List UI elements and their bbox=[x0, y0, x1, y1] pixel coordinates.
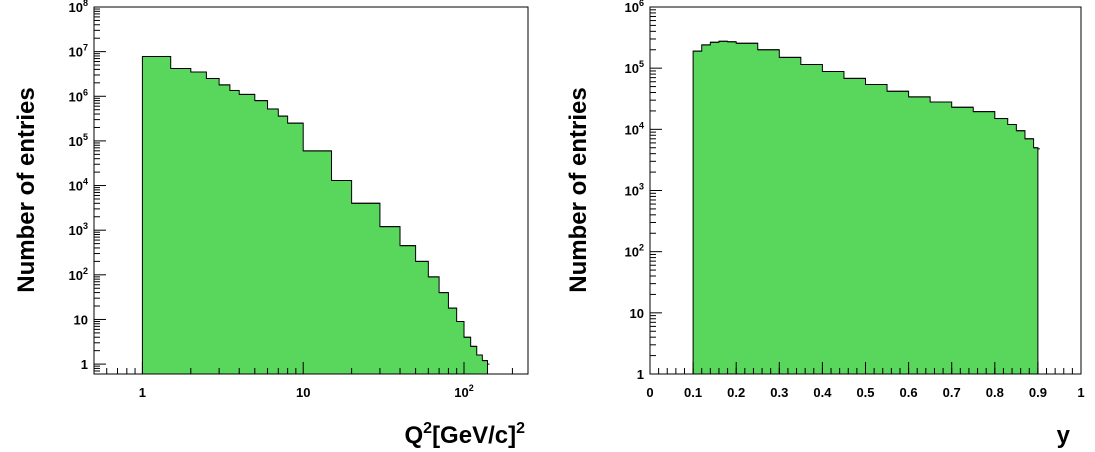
y-tick-label: 102 bbox=[625, 243, 644, 260]
y-tick-label: 104 bbox=[625, 120, 644, 137]
y-tick-label: 106 bbox=[69, 87, 88, 104]
x-tick-label: 0.2 bbox=[727, 385, 745, 400]
x-tick-label: 0.7 bbox=[943, 385, 961, 400]
x-tick-label: 0.5 bbox=[856, 385, 874, 400]
right-chart-y: 1 10 102 103 104 105 106 0 0.1 0.2 0.3 0.4 0.5 0.6 0.7… bbox=[565, 0, 1085, 449]
x-tick-label: 0.8 bbox=[986, 385, 1004, 400]
x-tick-label: 0.9 bbox=[1029, 385, 1047, 400]
y-tick-label: 106 bbox=[625, 0, 644, 15]
y-tick-label: 10 bbox=[74, 312, 88, 327]
x-tick-label: 0.4 bbox=[813, 385, 832, 400]
y-axis-title: Number of entries bbox=[565, 87, 592, 292]
x-axis-title: y bbox=[1057, 422, 1071, 449]
x-tick-label: 1 bbox=[139, 385, 146, 400]
y-tick-label: 108 bbox=[69, 0, 88, 15]
x-tick-label: 0.6 bbox=[900, 385, 918, 400]
histogram-area bbox=[141, 55, 489, 375]
x-tick-label: 102 bbox=[454, 383, 473, 400]
y-tick-label: 103 bbox=[69, 221, 88, 238]
x-tick-label: 0.3 bbox=[770, 385, 788, 400]
y-tick-label: 1 bbox=[637, 367, 644, 382]
y-tick-label: 10 bbox=[630, 306, 644, 321]
x-axis-title: Q2[GeV/c]2 bbox=[404, 420, 525, 449]
y-tick-label: 104 bbox=[69, 177, 88, 194]
plot-frame bbox=[93, 6, 529, 375]
left-chart-q2: 1 10 102 103 104 105 106 107 108 1 10 102 Number of … bbox=[13, 0, 529, 449]
y-axis-title: Number of entries bbox=[13, 87, 40, 292]
x-tick-label: 10 bbox=[296, 385, 310, 400]
y-tick-label: 103 bbox=[625, 182, 644, 199]
x-tick-label: 1 bbox=[1077, 385, 1084, 400]
y-tick-label: 105 bbox=[625, 59, 644, 76]
y-tick-label: 105 bbox=[69, 132, 88, 149]
x-tick-label: 0.1 bbox=[684, 385, 702, 400]
x-tick-label: 0 bbox=[646, 385, 653, 400]
y-tick-label: 107 bbox=[69, 43, 88, 60]
y-tick-label: 1 bbox=[81, 357, 88, 372]
histogram-area bbox=[692, 40, 1039, 375]
y-tick-label: 102 bbox=[69, 266, 88, 283]
